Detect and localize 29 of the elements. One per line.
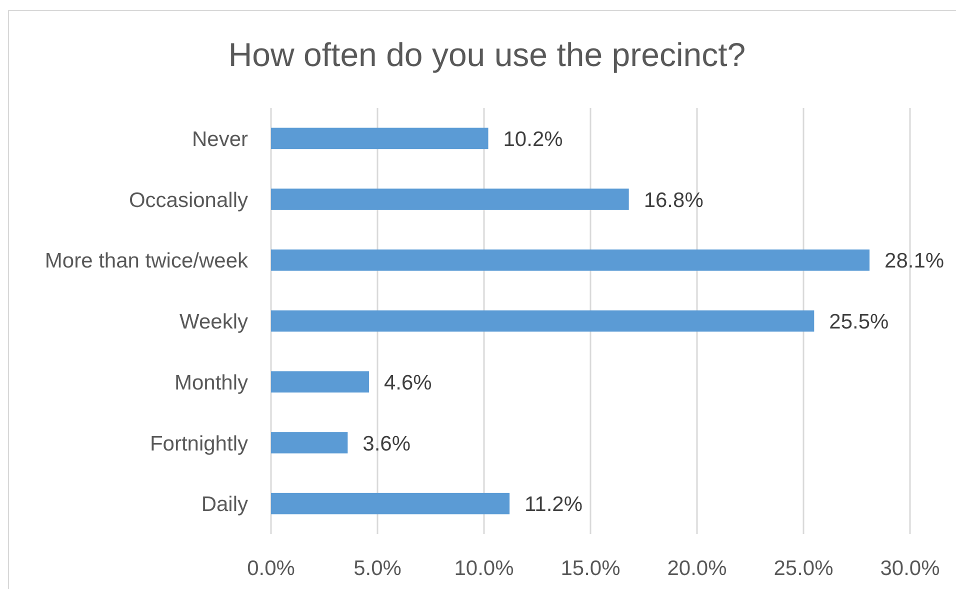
data-label: 16.8% <box>644 188 704 212</box>
x-tick-label: 20.0% <box>667 557 727 580</box>
bar <box>271 371 369 393</box>
data-label: 3.6% <box>362 432 411 456</box>
y-tick-label: Daily <box>201 493 248 516</box>
x-tick-label: 10.0% <box>454 557 514 580</box>
bar <box>271 188 629 210</box>
y-tick-label: Weekly <box>180 310 248 334</box>
bar <box>271 310 814 332</box>
y-tick-label: Fortnightly <box>150 432 248 456</box>
y-tick-label: Never <box>192 128 248 151</box>
x-tick-label: 5.0% <box>354 557 402 580</box>
bar <box>271 249 870 271</box>
x-tick-label: 25.0% <box>774 557 834 580</box>
bar <box>271 432 348 454</box>
data-label: 25.5% <box>829 310 889 334</box>
x-tick-label: 0.0% <box>247 557 295 580</box>
chart-title: How often do you use the precinct? <box>228 36 746 73</box>
x-tick-label: 30.0% <box>880 557 940 580</box>
y-tick-label: Occasionally <box>128 188 248 212</box>
data-label: 28.1% <box>884 250 944 273</box>
x-tick-label: 15.0% <box>560 557 620 580</box>
bar <box>271 492 510 514</box>
y-tick-label: More than twice/week <box>44 250 248 273</box>
y-tick-label: Monthly <box>174 371 248 394</box>
data-label: 4.6% <box>384 371 432 394</box>
data-label: 11.2% <box>524 493 583 516</box>
bar <box>271 128 488 150</box>
data-label: 10.2% <box>503 128 563 151</box>
